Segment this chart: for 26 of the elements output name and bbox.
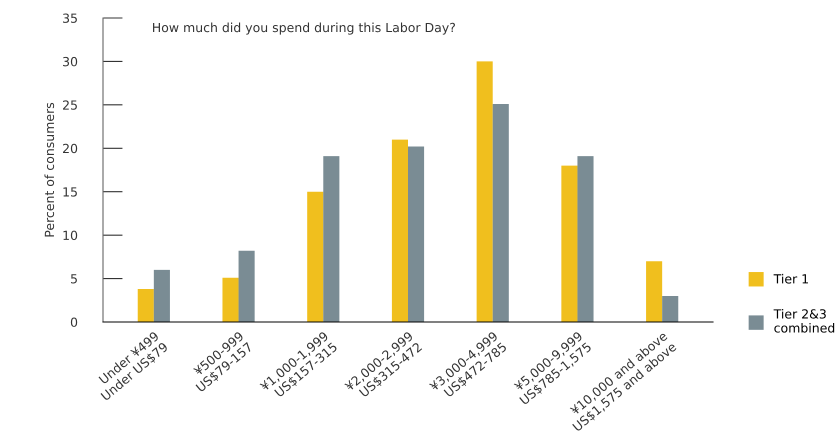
y-tick-label: 0	[70, 317, 78, 327]
bar	[392, 140, 408, 322]
y-tick-label: 15	[63, 187, 77, 197]
y-tick-label: 30	[63, 56, 78, 66]
y-tick-label: 20	[63, 144, 78, 154]
legend-label: Tier 1	[774, 274, 808, 284]
bar	[238, 250, 255, 322]
bar	[222, 278, 239, 322]
bar	[323, 156, 340, 322]
bar	[646, 261, 662, 322]
bar	[476, 61, 493, 322]
bar	[154, 270, 170, 322]
bar	[662, 296, 678, 322]
y-tick-label: 10	[63, 230, 78, 240]
y-tick-label: 5	[71, 274, 77, 284]
y-tick-label: 25	[63, 100, 77, 110]
bar	[307, 192, 324, 322]
bar	[561, 166, 578, 322]
bar	[577, 156, 594, 322]
bar	[408, 146, 424, 322]
bar	[492, 104, 509, 322]
bar	[138, 288, 154, 322]
y-axis-title: Percent of consumers	[44, 102, 54, 236]
legend-label: Tier 2&3 combined	[774, 308, 834, 333]
y-tick-label: 35	[63, 13, 77, 23]
chart-title: How much did you spend during this Labor Day?	[153, 22, 455, 35]
